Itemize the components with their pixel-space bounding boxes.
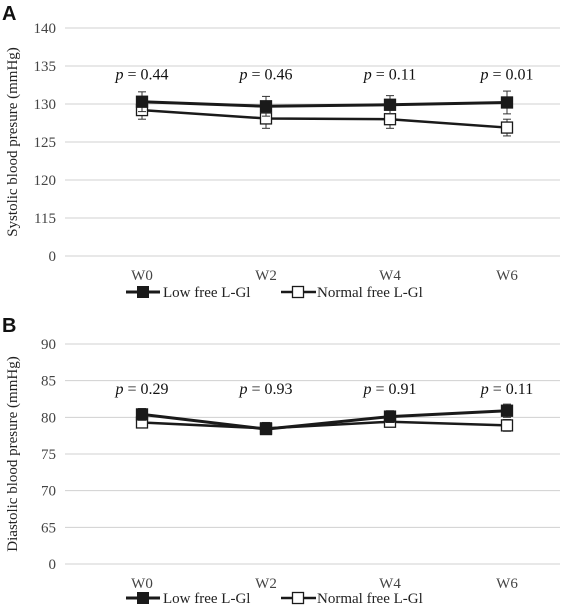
x-tick-label: W2 [255, 268, 277, 284]
x-tick-label: W2 [255, 576, 277, 592]
x-tick-label: W4 [379, 268, 401, 284]
legend-marker-normal [291, 285, 305, 299]
p-symbol: p [238, 381, 247, 398]
y-tick-label: 0 [49, 557, 57, 573]
p-value-text: = 0.29 [123, 381, 168, 398]
y-tick-label: 115 [34, 211, 56, 227]
p-symbol: p [114, 67, 123, 84]
y-tick-label: 70 [41, 484, 56, 500]
p-symbol: p [362, 381, 371, 398]
p-symbol: p [114, 381, 123, 398]
legend-label-normal: Normal free L-Gl [317, 285, 423, 301]
y-tick-label: 0 [49, 249, 57, 265]
y-tick-label: 125 [34, 135, 57, 151]
legend: Low free L-Gl Normal free L-Gl [126, 591, 423, 607]
p-value-label: p = 0.46 [238, 67, 292, 84]
p-symbol: p [479, 67, 488, 84]
legend-label-low: Low free L-Gl [163, 591, 250, 607]
x-tick-label: W0 [131, 576, 153, 592]
p-value-label: p = 0.93 [238, 381, 292, 398]
data-point-low [259, 422, 273, 436]
legend-label-normal: Normal free L-Gl [317, 591, 423, 607]
p-value-text: = 0.91 [371, 381, 416, 398]
p-value-label: p = 0.11 [480, 381, 533, 398]
y-tick-label: 80 [41, 410, 56, 426]
p-symbol: p [238, 67, 247, 84]
y-axis-label: Systolic blood presure (mmHg) [5, 47, 21, 237]
legend-marker-low [137, 286, 149, 298]
data-point-low [500, 96, 514, 109]
p-value-text: = 0.46 [247, 67, 292, 84]
y-tick-label: 85 [41, 374, 56, 390]
p-value-text: = 0.93 [247, 381, 292, 398]
data-point-low [383, 98, 397, 111]
x-tick-label: W4 [379, 576, 401, 592]
p-value-label: p = 0.29 [114, 381, 168, 398]
panel-letter: A [2, 3, 16, 25]
data-point-low [383, 410, 397, 423]
x-tick-label: W6 [496, 268, 518, 284]
y-tick-label: 140 [34, 21, 57, 37]
y-tick-label: 75 [41, 447, 56, 463]
p-value-label: p = 0.44 [114, 67, 168, 84]
series-line-low [141, 409, 508, 431]
series-line-normal [141, 108, 508, 129]
legend-marker-normal [291, 591, 305, 605]
y-tick-label: 120 [34, 173, 57, 189]
y-tick-label: 135 [34, 59, 57, 75]
y-tick-label: 65 [41, 520, 56, 536]
data-point-normal [383, 113, 397, 126]
series-line-low [141, 100, 508, 108]
y-axis-label: Diastolic blood presure (mmHg) [5, 356, 21, 551]
legend-marker-low [137, 592, 149, 604]
p-value-text: = 0.44 [123, 67, 168, 84]
series-line-normal [141, 420, 508, 430]
p-value-text: = 0.11 [489, 381, 533, 398]
p-value-label: p = 0.91 [362, 381, 416, 398]
x-tick-label: W6 [496, 576, 518, 592]
data-point-normal [500, 121, 514, 134]
legend: Low free L-Gl Normal free L-Gl [126, 285, 423, 301]
p-value-label: p = 0.01 [479, 67, 533, 84]
data-point-low [135, 408, 149, 421]
panel-letter: B [2, 315, 16, 337]
data-point-low [135, 95, 149, 108]
p-value-text: = 0.01 [488, 67, 533, 84]
y-tick-label: 130 [34, 97, 57, 113]
panel-a: A 0 115 120 125 130 135 140 Systolic blood presu… [2, 3, 560, 301]
legend-label-low: Low free L-Gl [163, 285, 250, 301]
p-symbol: p [363, 67, 372, 84]
p-value-label: p = 0.11 [363, 67, 416, 84]
x-tick-label: W0 [131, 268, 153, 284]
panel-b: B 0 65 70 75 80 85 90 Diastolic blood presure (m… [2, 315, 560, 607]
p-value-text: = 0.11 [372, 67, 416, 84]
p-symbol: p [480, 381, 489, 398]
data-point-low [500, 404, 514, 417]
data-point-normal [500, 419, 514, 432]
data-point-low [259, 100, 273, 113]
y-tick-label: 90 [41, 337, 56, 353]
